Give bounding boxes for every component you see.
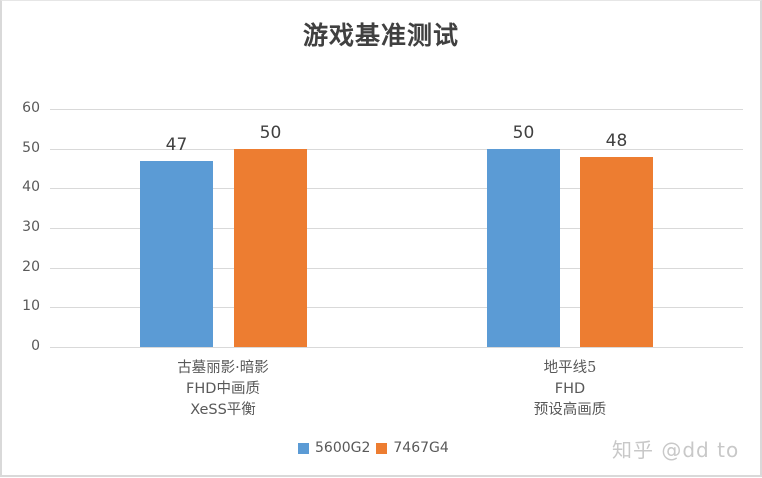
y-tick-30: 30 [22,219,40,235]
x-category-1-line2: FHD [554,381,586,397]
gridline-60 [50,109,743,110]
legend-item-7467G4: 7467G4 [376,440,449,456]
x-category-0-line1: 古墓丽影·暗影 [177,360,269,376]
x-category-0: 古墓丽影·暗影 FHD中画质 XeSS平衡 [103,358,343,421]
y-tick-50: 50 [22,140,40,156]
value-label-7467G4-cat1: 48 [605,130,628,151]
legend: 5600G2 7467G4 [298,440,455,456]
gridline-20 [50,268,743,269]
y-tick-40: 40 [22,179,40,195]
x-category-1: 地平线5 FHD 预设高画质 [450,358,690,421]
x-category-1-line1: 地平线5 [543,360,597,376]
value-label-5600G2-cat1: 50 [512,122,535,143]
chart-title: 游戏基准测试 [302,21,459,50]
bar-5600G2-cat0 [140,160,213,347]
legend-label-7467G4: 7467G4 [393,440,449,456]
y-tick-60: 60 [22,100,40,116]
gridline-40 [50,188,743,189]
y-tick-0: 0 [31,338,40,354]
value-label-7467G4-cat0: 50 [259,122,282,143]
watermark: 知乎 @dd to [612,438,740,462]
bar-5600G2-cat1 [487,148,560,347]
legend-item-5600G2: 5600G2 [298,440,370,456]
bar-7467G4-cat1 [580,156,653,347]
bar-7467G4-cat0 [234,148,307,347]
legend-swatch-7467G4 [376,442,388,454]
y-tick-10: 10 [22,298,40,314]
legend-label-5600G2: 5600G2 [315,440,371,456]
gridline-10 [50,307,743,308]
x-category-1-line3: 预设高画质 [533,402,607,418]
gridline-50 [50,149,743,150]
x-category-0-line2: FHD中画质 [186,381,260,397]
y-tick-20: 20 [22,259,40,275]
x-category-0-line3: XeSS平衡 [190,402,256,418]
x-axis-line [50,347,743,348]
gridline-30 [50,228,743,229]
legend-swatch-5600G2 [298,442,309,454]
value-label-5600G2-cat0: 47 [165,134,188,155]
